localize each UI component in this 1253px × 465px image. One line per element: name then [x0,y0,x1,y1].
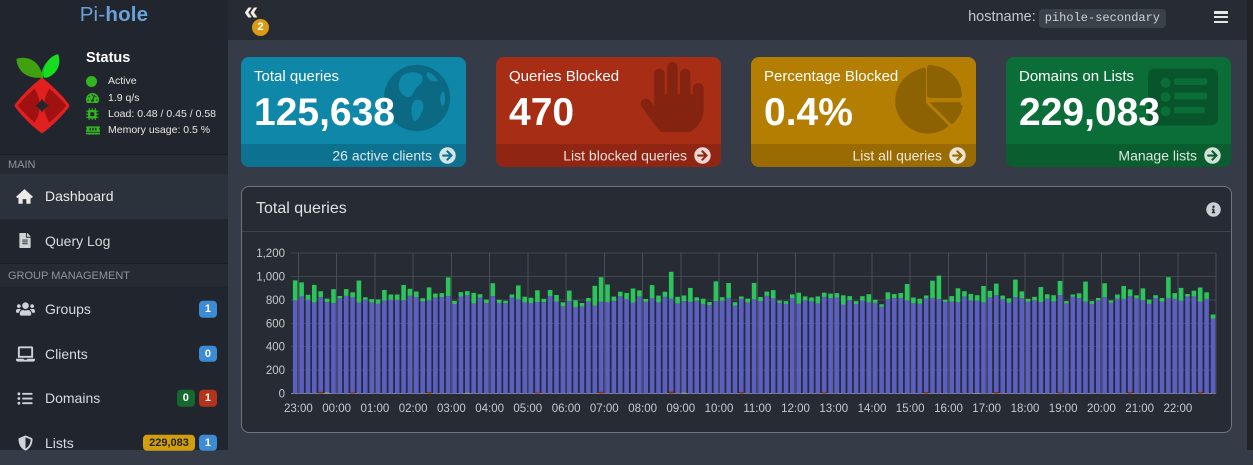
svg-text:22:00: 22:00 [1164,403,1193,415]
svg-text:200: 200 [266,365,285,377]
svg-text:600: 600 [266,318,285,330]
svg-text:03:00: 03:00 [437,403,466,415]
svg-text:09:00: 09:00 [666,403,695,415]
svg-text:11:00: 11:00 [743,403,771,415]
svg-text:23:00: 23:00 [284,403,313,415]
svg-text:10:00: 10:00 [705,403,734,415]
svg-text:17:00: 17:00 [972,403,1001,415]
svg-text:20:00: 20:00 [1087,403,1116,415]
svg-text:04:00: 04:00 [475,403,504,415]
svg-text:14:00: 14:00 [858,403,887,415]
svg-text:06:00: 06:00 [552,403,581,415]
svg-text:21:00: 21:00 [1125,403,1154,415]
svg-text:07:00: 07:00 [590,403,619,415]
svg-text:13:00: 13:00 [819,403,848,415]
svg-text:18:00: 18:00 [1011,403,1040,415]
svg-text:08:00: 08:00 [628,403,657,415]
svg-text:15:00: 15:00 [896,403,925,415]
svg-text:00:00: 00:00 [322,403,351,415]
svg-text:400: 400 [266,342,285,354]
svg-text:12:00: 12:00 [781,403,810,415]
svg-text:1,000: 1,000 [256,272,285,284]
svg-text:16:00: 16:00 [934,403,963,415]
svg-text:19:00: 19:00 [1049,403,1078,415]
svg-text:0: 0 [279,389,285,401]
svg-text:800: 800 [266,295,285,307]
svg-text:05:00: 05:00 [513,403,542,415]
svg-text:02:00: 02:00 [399,403,428,415]
svg-text:01:00: 01:00 [361,403,390,415]
svg-text:1,200: 1,200 [256,248,285,260]
